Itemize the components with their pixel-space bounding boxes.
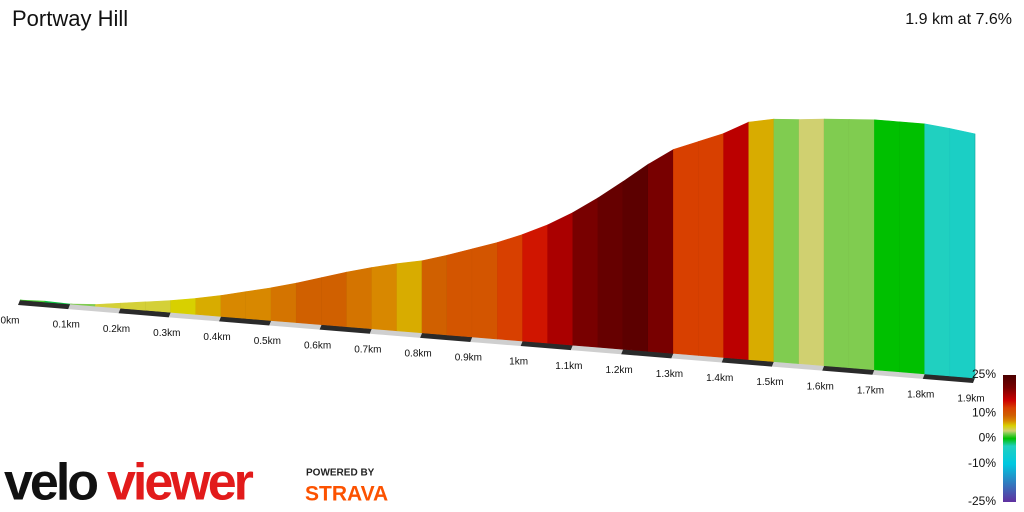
gradient-segment (773, 118, 800, 364)
gradient-segment (446, 248, 473, 338)
gradient-segment (748, 118, 775, 362)
gradient-segment (145, 300, 172, 313)
ground-segment (420, 332, 473, 342)
colorbar-tick-label: -10% (968, 456, 996, 470)
colorbar (1003, 375, 1016, 502)
x-tick-label: 0km (1, 316, 20, 327)
gradient-segment (220, 291, 247, 319)
ground-segment (822, 365, 875, 375)
x-tick-label: 0.4km (203, 332, 230, 343)
ground-segment (570, 345, 624, 355)
x-tick-label: 0.1km (53, 320, 80, 331)
x-tick-label: 1.9km (957, 394, 984, 405)
gradient-segment (949, 128, 976, 379)
gradient-segment (723, 121, 750, 360)
ground-segment (771, 361, 825, 371)
x-tick-label: 1.5km (756, 377, 783, 388)
x-tick-label: 0.6km (304, 340, 331, 351)
gradient-segment (547, 212, 574, 346)
gradient-segment (798, 118, 825, 367)
gradient-segment (421, 254, 448, 336)
gradient-segment (472, 242, 498, 340)
x-tick-label: 0.8km (404, 348, 431, 359)
colorbar-tick-label: 10% (972, 405, 996, 419)
ground-segment (369, 328, 423, 338)
strava: STRAVA (305, 483, 388, 506)
ground-segment (520, 341, 573, 351)
gradient-segment (823, 118, 850, 369)
x-tick-label: 1.1km (555, 361, 582, 372)
gradient-segment (924, 123, 951, 377)
gradient-segment (597, 180, 624, 350)
gradient-segment (899, 121, 926, 375)
gradient-segment (44, 300, 71, 305)
gradient-segment (698, 133, 724, 358)
gradient-segment (522, 224, 549, 344)
ground-segment (219, 316, 272, 326)
gradient-segment (622, 163, 649, 352)
chart-title: Portway Hill (12, 6, 128, 31)
ground-segment (18, 300, 71, 310)
ground-segment (872, 369, 925, 379)
x-tick-label: 1.4km (706, 373, 733, 384)
ground-segment (319, 324, 372, 334)
powered-by: POWERED BY (306, 468, 375, 479)
ground-segment (118, 308, 171, 318)
x-tick-label: 0.2km (103, 324, 130, 335)
ground-segment (68, 304, 121, 314)
gradient-segment (271, 282, 297, 323)
gradient-segment (296, 277, 322, 325)
ground-segment (721, 357, 774, 367)
gradient-segment (346, 267, 373, 330)
x-tick-label: 0.5km (254, 336, 281, 347)
gradient-segment (673, 141, 699, 356)
ground-segment (168, 312, 222, 322)
x-tick-label: 1km (509, 357, 528, 368)
gradient-segment (874, 119, 900, 373)
gradient-segment (572, 197, 599, 348)
x-tick-label: 1.2km (606, 365, 633, 376)
gradient-segment (170, 298, 197, 315)
ground-segment (621, 349, 674, 359)
ground-segment (671, 353, 724, 363)
ground-segment (470, 336, 523, 347)
gradient-segment (195, 295, 222, 317)
gradient-segment (371, 263, 398, 332)
x-tick-label: 0.3km (153, 328, 180, 339)
colorbar-tick-label: 25% (972, 367, 996, 381)
x-tick-label: 0.9km (455, 353, 482, 364)
logo-velo: velo (4, 454, 97, 512)
gradient-segment (849, 119, 875, 371)
ground-segment (922, 373, 975, 383)
ground-segment (269, 320, 322, 330)
gradient-segment (396, 260, 423, 334)
chart-subtitle: 1.9 km at 7.6% (905, 11, 1012, 28)
x-tick-label: 1.8km (907, 390, 934, 401)
gradient-segment (497, 234, 523, 342)
gradient-segment (647, 148, 674, 354)
logo-viewer: viewer (107, 454, 254, 512)
x-tick-label: 1.6km (807, 381, 834, 392)
colorbar-tick-label: -25% (968, 494, 996, 508)
x-tick-label: 0.7km (354, 344, 381, 355)
x-tick-label: 1.7km (857, 385, 884, 396)
gradient-segment (245, 287, 272, 321)
x-tick-label: 1.3km (656, 369, 683, 380)
colorbar-tick-label: 0% (979, 431, 997, 445)
gradient-segment (321, 271, 348, 328)
